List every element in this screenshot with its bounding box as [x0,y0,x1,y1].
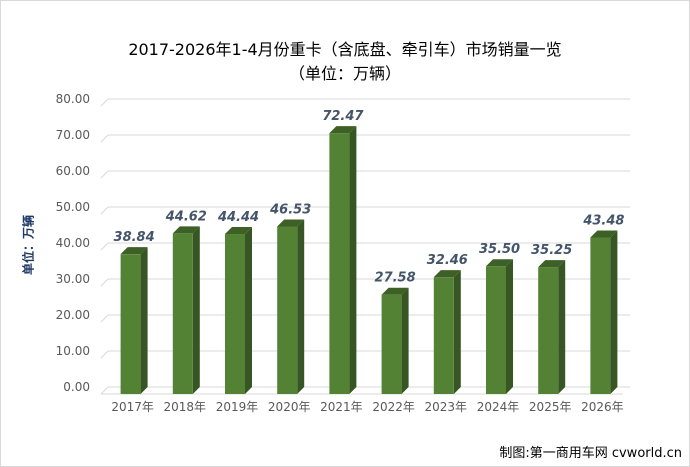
x-tick-label: 2026年 [581,400,624,414]
y-tick-label: 10.00 [56,344,90,358]
gridline-side [100,350,109,359]
x-tick-label: 2017年 [111,400,154,414]
gridline-side [100,386,109,395]
bar [225,234,245,394]
x-tick-label: 2019年 [216,400,259,414]
x-tick-label: 2023年 [425,400,468,414]
bar-value-label: 46.53 [269,202,311,217]
y-tick-label: 20.00 [56,308,90,322]
y-tick-label: 50.00 [56,200,90,214]
bar-value-label: 43.48 [582,213,624,228]
bar-side [140,247,148,394]
x-tick-label: 2020年 [268,400,311,414]
gridline-side [100,242,109,251]
bar-value-label: 27.58 [375,271,416,286]
gridline-side [100,98,109,107]
bar-top [433,270,461,278]
chart-title: 2017-2026年1-4月份重卡（含底盘、牵引车）市场销量一览 [128,40,562,59]
bar-top [225,227,252,235]
y-tick-label: 60.00 [56,164,90,178]
bar-value-label: 44.62 [165,209,207,224]
bar-side [245,227,252,394]
bar-top [538,260,566,268]
bar-value-label: 38.84 [114,230,155,245]
y-tick-label: 30.00 [56,272,90,286]
bar [590,237,611,394]
y-tick-label: 0.00 [63,380,90,394]
bar [277,226,298,394]
gridline-side [100,170,109,179]
x-tick-label: 2022年 [372,400,415,414]
gridline-side [100,314,109,323]
bar-side [453,270,461,394]
bar-value-label: 32.46 [427,253,468,268]
bar-side [349,126,357,394]
x-tick-label: 2021年 [320,400,363,414]
y-tick-label: 70.00 [56,128,90,142]
bar [172,233,193,394]
bar-value-label: 35.25 [531,243,572,258]
bar [538,267,559,394]
bar-side [506,259,513,394]
bar-side [558,260,566,394]
bar-top [381,287,409,295]
bar-side [401,287,409,394]
bar-value-label: 35.50 [479,242,520,257]
gridline-side [100,134,109,143]
x-tick-label: 2024年 [477,400,520,414]
bar-top [277,219,305,227]
credit-label: 制图:第一商用车网 cvworld.cn [499,446,682,461]
bar [329,133,350,394]
chart-subtitle: （单位：万辆） [288,64,401,83]
x-tick-label: 2025年 [529,400,572,414]
bar-top [172,226,200,234]
gridline-side [100,206,109,215]
bar-top [590,230,618,238]
bar-side [610,230,618,394]
gridline-side [100,278,109,287]
bar-side [192,226,200,394]
bar-value-label: 72.47 [322,109,364,124]
x-tick-label: 2018年 [164,400,207,414]
bar-top [486,259,513,267]
bar-side [297,219,305,394]
y-tick-label: 40.00 [56,236,90,250]
bar [433,277,454,394]
bar-top [329,126,357,134]
bar-top [120,247,148,255]
bar-value-label: 44.44 [217,210,259,225]
y-tick-label: 80.00 [56,92,90,106]
bar [381,294,402,394]
bar [120,254,141,394]
bar [486,266,506,394]
